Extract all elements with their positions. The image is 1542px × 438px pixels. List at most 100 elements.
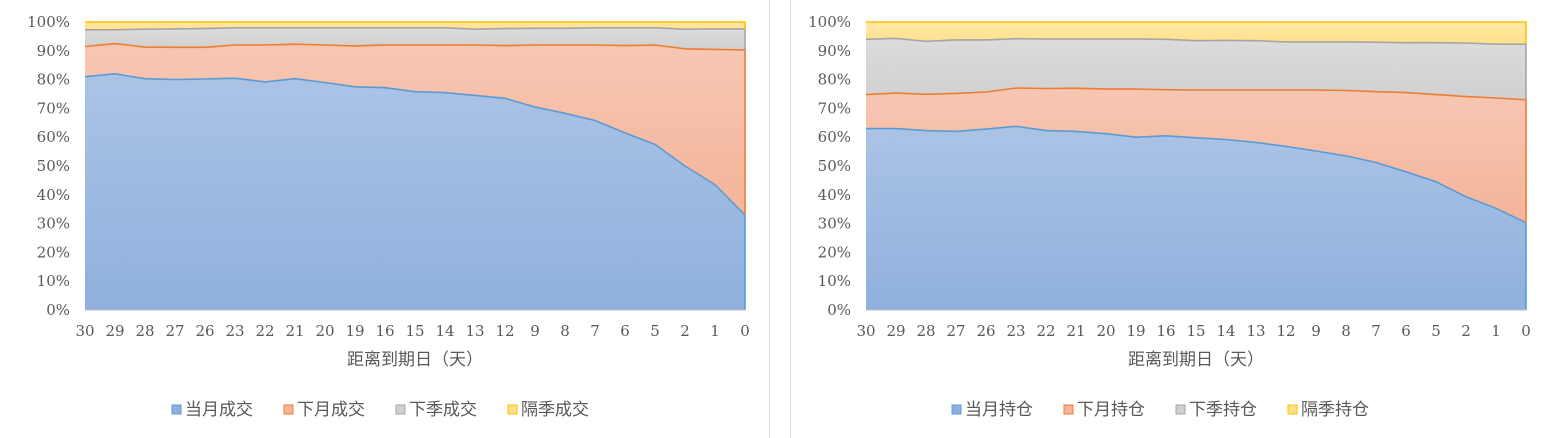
chart-panel-trades: 0% 10% 20% 30% 40% 50% 60% 70% 80% 90% 100% 30 29 28 2… [0, 0, 770, 438]
series-area-1 [85, 43, 745, 215]
legend-label-0: 当月持仓 [965, 400, 1033, 420]
legend-label-3: 隔季成交 [521, 400, 589, 420]
x-tick-label: 23 [225, 322, 244, 340]
y-tick-label: 30% [818, 215, 851, 233]
y-tick-label: 40% [37, 186, 70, 204]
legend-label-2: 下季成交 [409, 400, 477, 420]
x-tick-label: 21 [1066, 322, 1085, 340]
x-tick-label: 9 [1311, 322, 1321, 340]
chart-panel-positions: 0% 10% 20% 30% 40% 50% 60% 70% 80% 90% 100% 30 29 28 2… [790, 0, 1542, 438]
y-tick-label: 10% [818, 272, 851, 290]
x-axis-title: 距离到期日（天） [347, 350, 483, 370]
series-line-2 [865, 37, 1527, 100]
series-line-1 [865, 87, 1527, 223]
series-line-0 [84, 72, 746, 310]
x-tick-label: 12 [495, 322, 514, 340]
legend-label-2: 下季持仓 [1189, 400, 1257, 420]
x-tick-label: 6 [620, 322, 630, 340]
x-tick-label: 9 [530, 322, 540, 340]
x-tick-label: 15 [1186, 322, 1205, 340]
series-area-2 [866, 38, 1526, 100]
legend-swatch-3 [507, 404, 518, 415]
x-tick-label: 0 [1521, 322, 1531, 340]
series-area-0 [85, 73, 745, 310]
x-tick-label: 28 [135, 322, 154, 340]
legend-swatch-2 [1175, 404, 1186, 415]
series-line-3 [85, 21, 746, 29]
y-tick-label: 40% [818, 186, 851, 204]
y-tick-label: 70% [37, 99, 70, 117]
x-tick-label: 2 [680, 322, 690, 340]
y-tick-label: 100% [808, 13, 851, 31]
series-line-1 [84, 42, 746, 215]
x-tick-label: 8 [1341, 322, 1351, 340]
legend-swatch-1 [283, 404, 294, 415]
x-tick-label: 13 [465, 322, 484, 340]
series-area-0 [866, 126, 1526, 310]
y-tick-label: 0% [46, 301, 70, 319]
x-tick-label: 7 [590, 322, 600, 340]
y-tick-label: 90% [37, 42, 70, 60]
y-tick-label: 60% [818, 128, 851, 146]
series-line-3 [866, 21, 1527, 45]
x-tick-label: 16 [375, 322, 394, 340]
chart-positions-svg: 0%10%20%30%40%50%60%70%80%90%100%30 29 28 2… [808, 13, 1531, 420]
x-tick-label: 6 [1401, 322, 1411, 340]
x-tick-label: 23 [1006, 322, 1025, 340]
legend-swatch-3 [1287, 404, 1298, 415]
x-tick-label: 12 [1276, 322, 1295, 340]
legend-swatch-0 [171, 404, 182, 415]
x-tick-label: 16 [1156, 322, 1175, 340]
x-tick-label: 22 [1036, 322, 1055, 340]
x-tick-label: 1 [1491, 322, 1501, 340]
x-tick-label: 2 [1461, 322, 1471, 340]
x-tick-label: 28 [916, 322, 935, 340]
legend-swatch-1 [1063, 404, 1074, 415]
x-tick-label: 26 [976, 322, 995, 340]
y-tick-label: 80% [818, 71, 851, 89]
x-tick-label: 27 [165, 322, 184, 340]
y-tick-label: 90% [818, 42, 851, 60]
x-axis-title: 距离到期日（天） [1128, 350, 1264, 370]
x-tick-label: 14 [435, 322, 454, 340]
panel-gap [770, 0, 790, 438]
legend-label-1: 下月持仓 [1077, 400, 1145, 420]
y-tick-label: 0% [827, 301, 851, 319]
x-tick-label: 13 [1246, 322, 1265, 340]
chart-trades-svg: 0%10%20%30%40%50%60%70%80%90%100%30 29 28 2… [27, 13, 750, 420]
x-tick-label: 26 [195, 322, 214, 340]
series-line-2 [85, 27, 746, 50]
x-tick-label: 5 [1431, 322, 1441, 340]
y-tick-label: 20% [37, 243, 70, 261]
legend-label-1: 下月成交 [297, 400, 365, 420]
legend-swatch-0 [951, 404, 962, 415]
x-tick-label: 19 [345, 322, 364, 340]
y-tick-label: 100% [27, 13, 70, 31]
legend-label-3: 隔季持仓 [1301, 400, 1369, 420]
x-tick-label: 8 [560, 322, 570, 340]
y-tick-label: 10% [37, 272, 70, 290]
x-tick-label: 21 [285, 322, 304, 340]
y-tick-label: 20% [818, 243, 851, 261]
x-tick-label: 15 [405, 322, 424, 340]
x-tick-label: 0 [740, 322, 750, 340]
x-tick-label: 29 [886, 322, 905, 340]
legend-label-0: 当月成交 [185, 400, 253, 420]
x-tick-label: 19 [1126, 322, 1145, 340]
x-tick-label: 22 [255, 322, 274, 340]
x-tick-label: 29 [105, 322, 124, 340]
x-tick-label: 20 [315, 322, 334, 340]
x-tick-label: 30 [75, 322, 94, 340]
y-tick-label: 50% [37, 157, 70, 175]
y-tick-label: 70% [818, 99, 851, 117]
y-tick-label: 80% [37, 71, 70, 89]
series-area-1 [866, 88, 1526, 223]
legend-swatch-2 [395, 404, 406, 415]
series-line-0 [866, 125, 1527, 310]
x-tick-label: 27 [946, 322, 965, 340]
y-tick-label: 60% [37, 128, 70, 146]
x-tick-label: 14 [1216, 322, 1235, 340]
x-tick-label: 5 [650, 322, 660, 340]
x-tick-label: 1 [710, 322, 720, 340]
y-tick-label: 50% [818, 157, 851, 175]
